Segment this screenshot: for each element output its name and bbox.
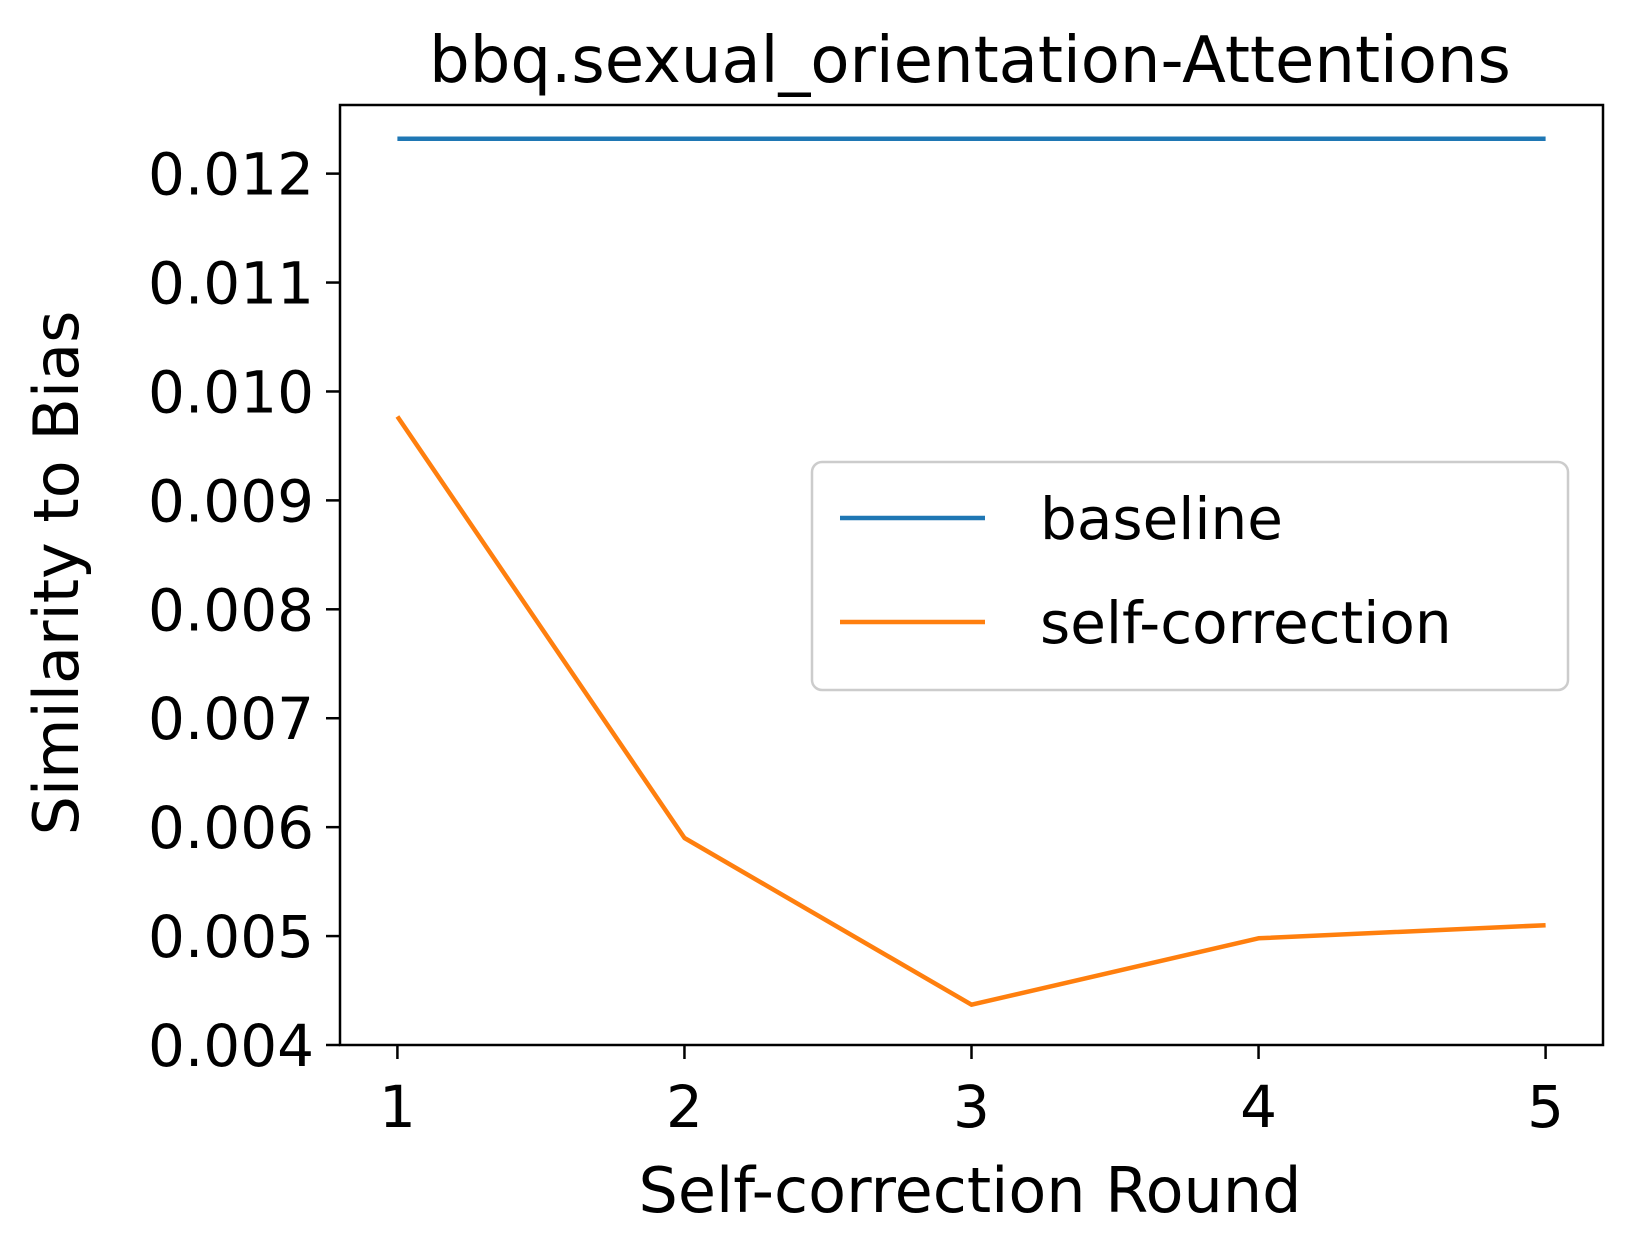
x-axis-label: Self-correction Round: [639, 1154, 1302, 1227]
y-tick-label: 0.011: [148, 250, 314, 318]
y-tick-label: 0.007: [148, 685, 314, 753]
y-tick-label: 0.005: [148, 903, 314, 971]
legend: baseline self-correction: [810, 460, 1570, 692]
y-axis: 0.004 0.005 0.006 0.007 0.008 0.009 0.010 0.011…: [148, 141, 340, 1080]
y-tick-label: 0.004: [148, 1012, 314, 1080]
y-tick-label: 0.012: [148, 141, 314, 209]
plot-lines: [395, 136, 1546, 1007]
x-tick-label: 3: [953, 1073, 990, 1141]
x-tick-label: 2: [666, 1073, 703, 1141]
x-tick-label: 4: [1240, 1073, 1277, 1141]
legend-box: [810, 460, 1570, 692]
legend-label-1: baseline: [1040, 485, 1283, 553]
y-tick-label: 0.008: [148, 576, 314, 644]
y-tick-label: 0.010: [148, 358, 314, 426]
series-line-2: [395, 415, 1546, 1007]
legend-label-2: self-correction: [1040, 589, 1452, 657]
x-tick-label: 1: [379, 1073, 416, 1141]
x-axis: 1 2 3 4 5: [379, 1045, 1564, 1141]
chart-title: bbq.sexual_orientation-Attentions: [429, 24, 1511, 98]
y-axis-label: Similarity to Bias: [20, 311, 93, 836]
x-tick-label: 5: [1527, 1073, 1564, 1141]
y-tick-label: 0.006: [148, 794, 314, 862]
y-tick-label: 0.009: [148, 467, 314, 535]
